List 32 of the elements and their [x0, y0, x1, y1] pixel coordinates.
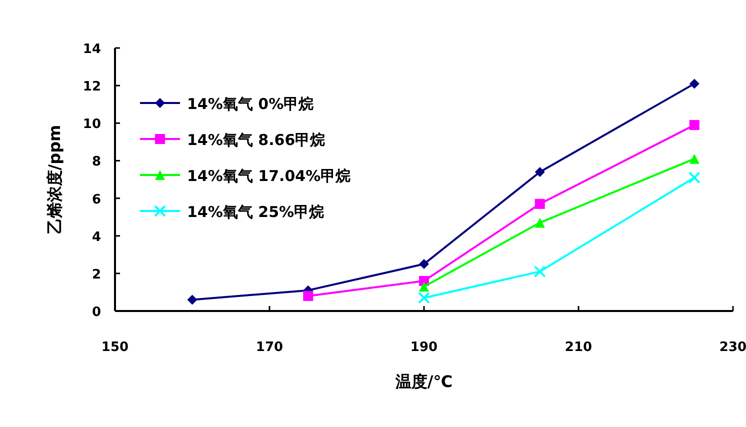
x-tick-label: 230 — [719, 340, 746, 355]
x-axis-title: 温度/℃ — [394, 372, 453, 391]
point — [689, 120, 700, 130]
point — [187, 294, 198, 305]
point — [303, 290, 314, 301]
y-tick-label: 0 — [92, 305, 101, 320]
point — [688, 172, 700, 184]
x-tick-label: 150 — [101, 340, 129, 355]
point — [419, 282, 429, 292]
point — [534, 266, 546, 278]
y-tick-label: 10 — [82, 117, 101, 132]
point — [419, 259, 429, 270]
legend-label: 14%氧气 17.04%甲烷 — [187, 167, 351, 185]
x-tick-label: 170 — [256, 340, 284, 355]
y-axis-title: 乙烯浓度/ppm — [45, 124, 64, 234]
point — [689, 154, 700, 164]
y-tick-label: 8 — [92, 154, 101, 170]
y-tick-label: 6 — [92, 192, 101, 208]
y-tick-label: 2 — [92, 267, 101, 282]
y-tick-label: 14 — [82, 42, 101, 57]
y-tick-label: 4 — [92, 230, 101, 245]
point — [689, 78, 700, 89]
point — [534, 198, 545, 209]
legend-label: 14%氧气 0%甲烷 — [187, 95, 314, 113]
point — [418, 292, 430, 304]
x-tick-label: 210 — [564, 340, 592, 355]
y-tick-label: 12 — [82, 80, 101, 95]
legend-label: 14%氧气 8.66甲烷 — [187, 131, 326, 149]
x-tick-label: 190 — [410, 340, 438, 355]
point — [534, 218, 545, 228]
point — [534, 166, 545, 177]
legend-label: 14%氧气 25%甲烷 — [187, 203, 324, 221]
